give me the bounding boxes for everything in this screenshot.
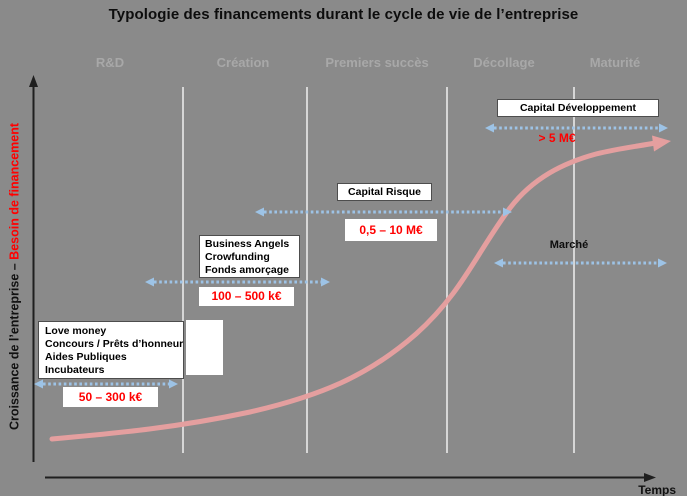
arrow-right-head-icon xyxy=(169,379,178,389)
capital-developpement-amount: > 5 M€ xyxy=(538,131,576,145)
x-axis-arrowhead-icon xyxy=(644,473,656,482)
arrow-right-head-icon xyxy=(658,258,667,268)
phase-divider-line xyxy=(446,87,448,453)
love-money-line: Aides Publiques xyxy=(45,351,127,363)
empty-white-box xyxy=(186,320,223,375)
phase-label-rd: R&D xyxy=(95,55,125,70)
arrow-left-head-icon xyxy=(494,258,503,268)
business-angels-line: Fonds amorçage xyxy=(205,264,290,276)
phase-divider-line xyxy=(182,87,184,453)
capital-risque-amount: 0,5 – 10 M€ xyxy=(345,219,437,241)
arrow-left-head-icon xyxy=(145,277,154,287)
curve-arrowhead-icon xyxy=(652,135,671,152)
arrow-left-head-icon xyxy=(485,123,494,133)
arrow-left-head-icon xyxy=(255,207,264,217)
business-angels-line: Crowfunding xyxy=(205,251,270,263)
business-angels-box: Business Angels Crowfunding Fonds amorça… xyxy=(199,235,300,278)
love-money-box: Love money Concours / Prêts d’honneur Ai… xyxy=(38,321,184,379)
phase-divider-line xyxy=(306,87,308,453)
arrow-right-head-icon xyxy=(503,207,512,217)
y-axis-label: Croissance de l’entreprise – Besoin de f… xyxy=(8,97,25,457)
growth-s-curve xyxy=(49,140,658,442)
y-axis-label-growth: Croissance de l’entreprise – xyxy=(7,259,22,431)
chart-title: Typologie des financements durant le cyc… xyxy=(108,6,579,23)
arrow-right-head-icon xyxy=(321,277,330,287)
arrow-left-head-icon xyxy=(34,379,43,389)
capital-developpement-box: Capital Développement xyxy=(497,99,659,117)
business-angels-line: Business Angels xyxy=(205,238,290,250)
love-money-amount: 50 – 300 k€ xyxy=(63,387,158,407)
capital-risque-box: Capital Risque xyxy=(337,183,432,201)
phase-label-maturite: Maturité xyxy=(589,55,641,70)
phase-label-creation: Création xyxy=(216,55,270,70)
y-axis-label-financing: Besoin de financement xyxy=(7,122,22,260)
arrow-right-head-icon xyxy=(659,123,668,133)
y-axis-arrowhead-icon xyxy=(29,75,38,87)
x-axis-label: Temps xyxy=(638,483,676,496)
love-money-line: Concours / Prêts d’honneur xyxy=(45,338,184,350)
marche-label: Marché xyxy=(549,239,589,251)
business-angels-amount: 100 – 500 k€ xyxy=(199,287,294,306)
phase-divider-line xyxy=(573,87,575,453)
phase-label-decollage: Décollage xyxy=(473,55,535,70)
phase-label-premiers-succes: Premiers succès xyxy=(325,55,429,70)
love-money-line: Love money xyxy=(45,325,107,337)
love-money-line: Incubateurs xyxy=(45,364,105,376)
